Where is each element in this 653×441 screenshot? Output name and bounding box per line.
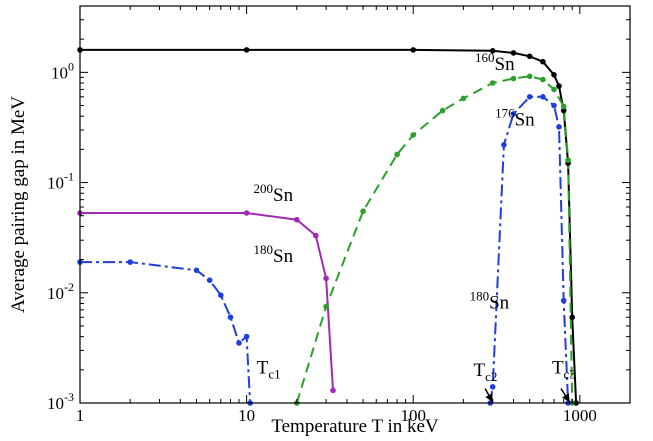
data-point xyxy=(243,210,250,216)
data-point xyxy=(127,259,133,265)
data-point xyxy=(410,47,417,53)
data-point xyxy=(323,275,329,282)
plot-markers xyxy=(77,47,579,406)
data-point xyxy=(560,107,567,114)
data-point xyxy=(510,50,517,56)
data-point xyxy=(394,151,400,158)
data-point xyxy=(540,94,546,100)
data-point xyxy=(560,297,567,304)
data-point xyxy=(540,58,546,65)
data-point xyxy=(218,292,224,299)
isotope-label: 180Sn xyxy=(254,242,294,267)
data-point xyxy=(551,102,557,109)
isotope-label: 176Sn xyxy=(495,105,535,130)
data-point xyxy=(556,124,562,130)
isotope-label: 180Sn xyxy=(470,289,510,314)
isotope-label: 160Sn xyxy=(475,50,515,75)
data-point xyxy=(510,111,517,117)
series-line-4 xyxy=(80,261,252,404)
data-point xyxy=(313,232,319,239)
axis-ticks: 1 10 100 1000 10-3 10-2 10-1 100 xyxy=(47,5,631,425)
data-point xyxy=(206,277,213,284)
y-tick-label: 10-3 xyxy=(47,390,74,413)
data-point xyxy=(323,303,329,310)
data-point xyxy=(460,95,467,102)
data-point xyxy=(330,387,336,394)
x-tick-label: 1000 xyxy=(563,406,597,425)
data-point xyxy=(510,75,517,82)
data-point xyxy=(501,142,507,148)
data-point xyxy=(551,72,557,78)
series-line-3 xyxy=(80,212,334,391)
x-axis-label: Temperature T in keV xyxy=(271,416,439,437)
data-point xyxy=(565,157,571,163)
x-tick-label: 100 xyxy=(400,406,426,425)
data-point xyxy=(360,208,366,214)
data-point xyxy=(243,333,250,340)
series-line-0 xyxy=(80,48,578,404)
data-point xyxy=(489,48,496,54)
data-point xyxy=(540,76,546,83)
y-tick-label: 10-1 xyxy=(47,170,74,193)
critical-temperature-label: Tc2 xyxy=(473,360,497,384)
data-point xyxy=(489,384,496,390)
annotations: 160Sn 176Sn 200Sn 180Sn 180Sn Tc1 Tc2 Tc3 xyxy=(254,50,576,403)
data-point xyxy=(236,340,242,346)
data-point xyxy=(410,132,417,138)
plot-frame xyxy=(79,5,631,404)
y-tick-label: 100 xyxy=(51,59,74,82)
isotope-label: 200Sn xyxy=(254,181,294,206)
data-point xyxy=(294,216,300,223)
x-tick-label: 10 xyxy=(238,406,255,425)
data-point xyxy=(526,73,533,80)
data-point xyxy=(551,86,557,93)
data-point xyxy=(526,94,533,100)
arrow-head xyxy=(485,393,493,403)
plot-series xyxy=(80,48,578,404)
data-point xyxy=(569,314,575,321)
y-tick-label: 10-2 xyxy=(47,280,74,303)
x-tick-label: 1 xyxy=(76,406,85,425)
data-point xyxy=(243,47,250,53)
data-point xyxy=(227,314,234,321)
data-point xyxy=(489,80,496,86)
arrow-head xyxy=(562,393,570,403)
critical-temperature-label: Tc1 xyxy=(257,358,281,382)
data-point xyxy=(439,107,446,114)
y-axis-label: Average pairing gap in MeV xyxy=(8,96,29,313)
data-point xyxy=(556,83,562,89)
data-point xyxy=(560,103,567,110)
critical-temperature-label: Tc3 xyxy=(552,358,576,382)
data-point xyxy=(193,267,200,274)
data-point xyxy=(526,53,533,60)
